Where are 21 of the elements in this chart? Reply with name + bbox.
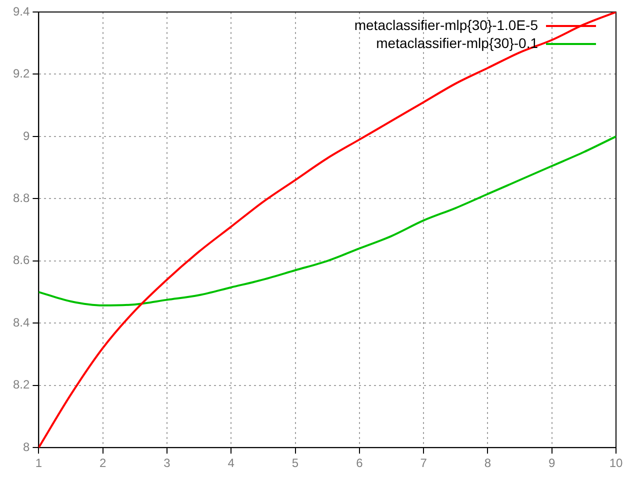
- y-tick-label: 8.2: [12, 378, 30, 392]
- legend-label: metaclassifier-mlp{30}-1.0E-5: [354, 16, 538, 33]
- line-series: [38, 135, 616, 306]
- x-tick-label: 7: [420, 456, 428, 470]
- x-tick-label: 2: [99, 456, 106, 470]
- x-tick-label: 4: [228, 456, 235, 470]
- x-tick-label: 9: [548, 456, 556, 470]
- y-tick-label: 9.2: [12, 66, 30, 81]
- y-tick-label: 8.6: [12, 253, 30, 268]
- x-tick-label: 1: [35, 456, 42, 470]
- x-tick-label: 10: [609, 456, 623, 470]
- y-tick-label: 9: [22, 128, 30, 143]
- y-tick-label: 8.4: [12, 315, 30, 330]
- x-tick-label: 8: [484, 456, 492, 470]
- y-tick-label: 9.4: [12, 4, 30, 18]
- y-tick-label: 8.8: [12, 191, 30, 205]
- y-tick-label: 8: [22, 440, 30, 454]
- x-tick-label: 3: [164, 456, 171, 470]
- x-tick-label: 5: [292, 456, 299, 470]
- legend-label: metaclassifier-mlp{30}-0.1: [376, 34, 538, 51]
- x-tick-label: 6: [356, 456, 364, 470]
